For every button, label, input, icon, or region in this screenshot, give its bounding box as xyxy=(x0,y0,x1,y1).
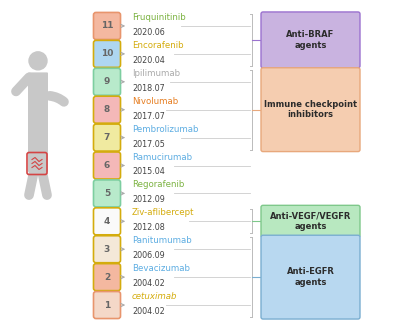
Text: Anti-BRAF
agents: Anti-BRAF agents xyxy=(286,30,335,50)
Text: 5: 5 xyxy=(104,189,110,198)
Text: 2017.05: 2017.05 xyxy=(132,139,165,149)
Text: 6: 6 xyxy=(104,161,110,170)
FancyBboxPatch shape xyxy=(94,96,120,123)
Text: Ramucirumab: Ramucirumab xyxy=(132,153,192,162)
Text: Encorafenib: Encorafenib xyxy=(132,41,184,50)
FancyBboxPatch shape xyxy=(94,68,120,95)
Text: Panitumumab: Panitumumab xyxy=(132,236,192,245)
FancyBboxPatch shape xyxy=(94,40,120,67)
Text: 2018.07: 2018.07 xyxy=(132,84,165,93)
Text: 2020.04: 2020.04 xyxy=(132,56,165,65)
FancyBboxPatch shape xyxy=(94,180,120,207)
Text: 2004.02: 2004.02 xyxy=(132,279,165,288)
Text: Bevacizumab: Bevacizumab xyxy=(132,264,190,273)
Text: 11: 11 xyxy=(101,21,113,31)
Text: 2006.09: 2006.09 xyxy=(132,251,165,260)
FancyBboxPatch shape xyxy=(261,235,360,319)
FancyBboxPatch shape xyxy=(94,152,120,179)
Text: 2020.06: 2020.06 xyxy=(132,28,165,37)
Text: Nivolumab: Nivolumab xyxy=(132,97,178,106)
Text: 2017.07: 2017.07 xyxy=(132,112,165,121)
Text: 1: 1 xyxy=(104,301,110,310)
FancyBboxPatch shape xyxy=(94,291,120,318)
FancyBboxPatch shape xyxy=(94,124,120,151)
Circle shape xyxy=(29,52,47,70)
FancyBboxPatch shape xyxy=(261,12,360,68)
Text: Ipilimumab: Ipilimumab xyxy=(132,69,180,78)
Text: 9: 9 xyxy=(104,77,110,86)
Text: Immune checkpoint
inhibitors: Immune checkpoint inhibitors xyxy=(264,100,357,119)
FancyBboxPatch shape xyxy=(94,13,120,39)
Text: Regorafenib: Regorafenib xyxy=(132,180,184,190)
Text: 10: 10 xyxy=(101,49,113,58)
FancyBboxPatch shape xyxy=(94,264,120,291)
Text: 7: 7 xyxy=(104,133,110,142)
Text: Anti-EGFR
agents: Anti-EGFR agents xyxy=(286,267,334,287)
FancyBboxPatch shape xyxy=(28,72,48,172)
Text: 2012.08: 2012.08 xyxy=(132,223,165,232)
Text: 2015.04: 2015.04 xyxy=(132,167,165,176)
Text: Pembrolizumab: Pembrolizumab xyxy=(132,125,198,134)
Text: cetuximab: cetuximab xyxy=(132,292,178,301)
FancyBboxPatch shape xyxy=(94,236,120,263)
Text: 2004.02: 2004.02 xyxy=(132,307,165,316)
Text: Fruquinitinib: Fruquinitinib xyxy=(132,13,186,22)
FancyBboxPatch shape xyxy=(94,208,120,235)
Text: 4: 4 xyxy=(104,217,110,226)
FancyBboxPatch shape xyxy=(261,68,360,152)
Text: 3: 3 xyxy=(104,245,110,254)
Text: 2012.09: 2012.09 xyxy=(132,195,165,204)
FancyBboxPatch shape xyxy=(261,205,360,237)
Text: Ziv-aflibercept: Ziv-aflibercept xyxy=(132,208,194,217)
Text: 8: 8 xyxy=(104,105,110,114)
Text: Anti-VEGF/VEGFR
agents: Anti-VEGF/VEGFR agents xyxy=(270,212,351,231)
Text: 2: 2 xyxy=(104,273,110,282)
